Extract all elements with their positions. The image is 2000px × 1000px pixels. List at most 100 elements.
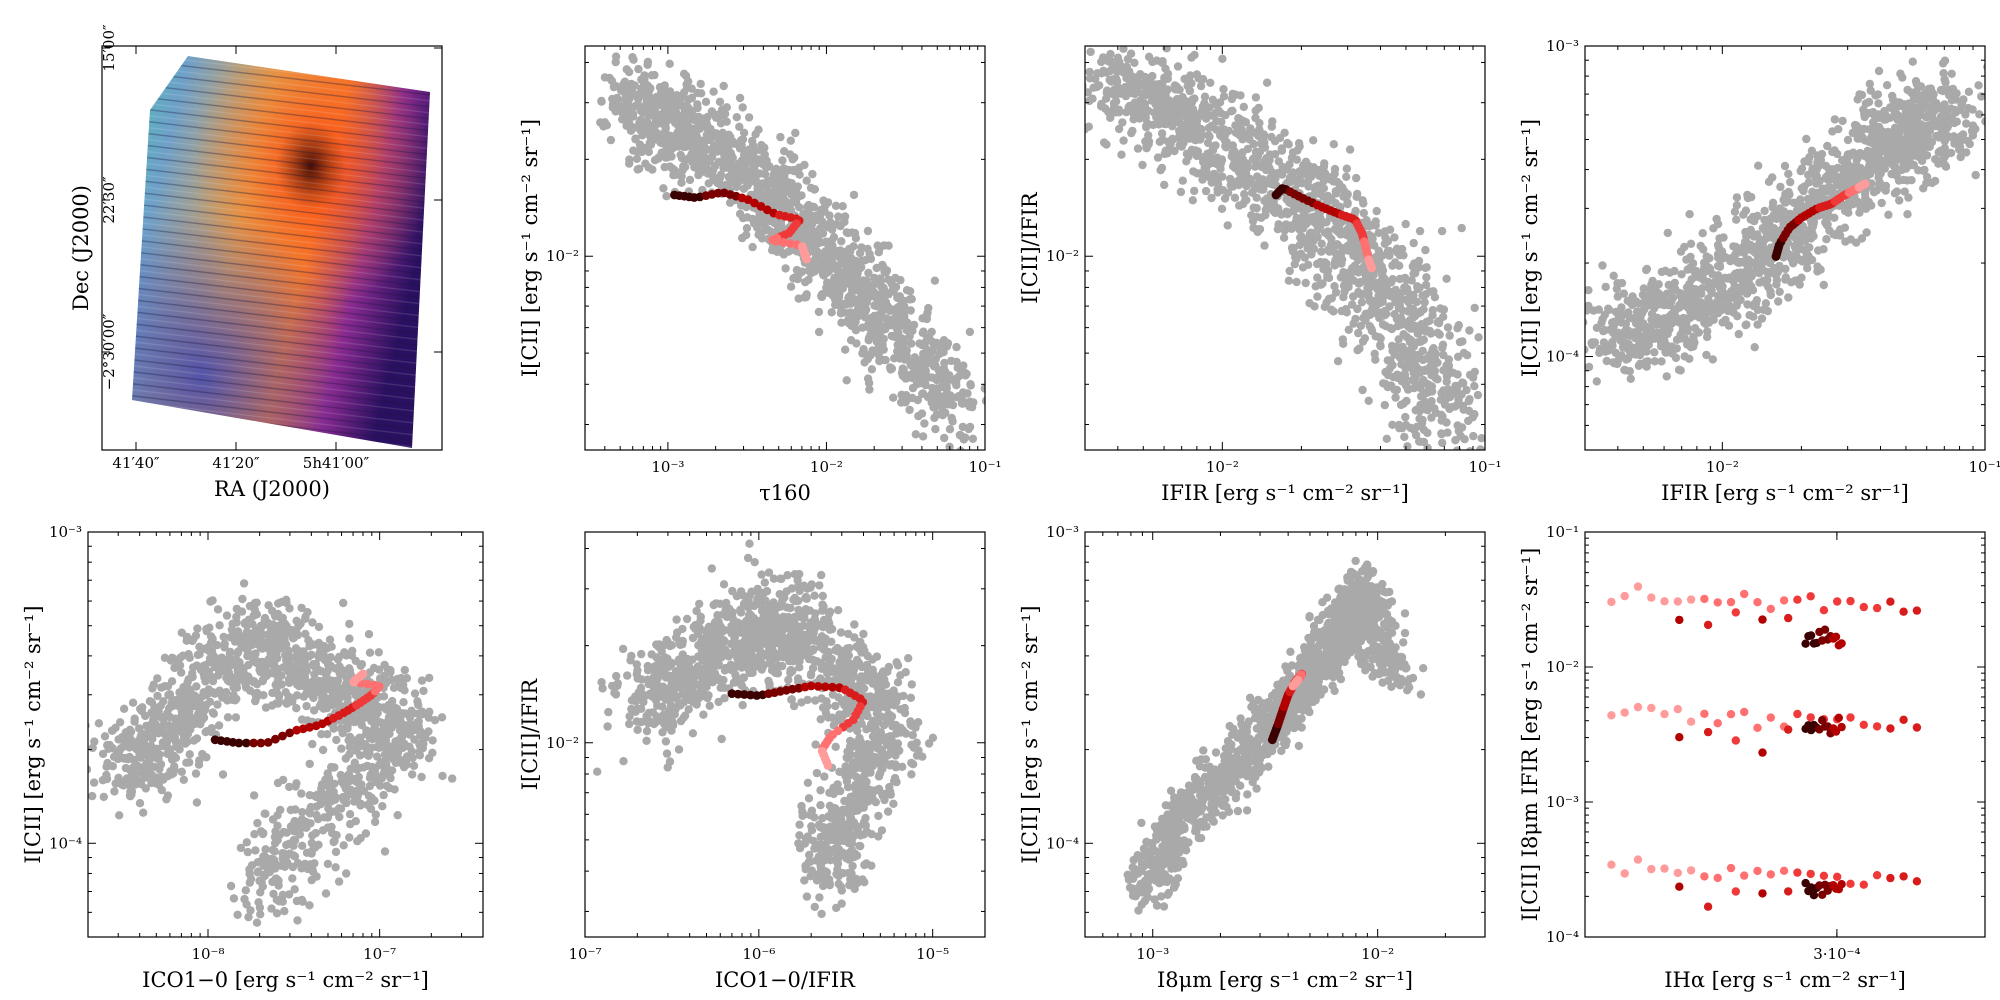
bg-point [1186, 103, 1196, 113]
bg-point [814, 327, 824, 337]
bg-point [1320, 228, 1330, 237]
x-tick-label: 10⁻³ [651, 458, 684, 476]
scan-stripe [132, 109, 430, 151]
bg-point [816, 226, 825, 235]
bg-point [837, 306, 846, 315]
bg-point [866, 351, 875, 360]
bg-point [1152, 56, 1161, 65]
axes-frame [584, 45, 986, 451]
bg-point [772, 164, 781, 173]
bg-point [1862, 228, 1871, 237]
bg-point [1363, 219, 1373, 228]
bg-point [1237, 171, 1247, 181]
bg-point [1419, 388, 1428, 398]
bg-point [1427, 464, 1435, 472]
bg-point [646, 140, 656, 149]
bg-point [1836, 225, 1845, 234]
bg-point [1251, 93, 1261, 102]
bg-point [1228, 162, 1238, 171]
scan-stripe [132, 277, 430, 319]
bg-point [701, 97, 711, 107]
bg-point [1119, 136, 1128, 145]
bg-point [1317, 247, 1326, 256]
bg-point [1768, 173, 1777, 182]
bg-point [795, 170, 804, 179]
bg-point [945, 425, 955, 434]
bg-point [809, 246, 818, 256]
bg-point [1303, 218, 1312, 227]
dec-tick-2: 22′30″ [100, 176, 118, 224]
bg-point [791, 128, 800, 138]
bg-point [1205, 155, 1214, 164]
bg-point [1849, 148, 1858, 157]
bg-point [1702, 332, 1712, 342]
bg-point [901, 374, 910, 383]
bg-point [1795, 280, 1804, 289]
bg-point [814, 307, 824, 317]
bg-point [1400, 371, 1410, 380]
bg-point [924, 392, 934, 401]
bg-point [1219, 125, 1229, 134]
bg-point [1470, 381, 1479, 391]
bg-point [1465, 395, 1474, 404]
bg-point [1313, 232, 1322, 242]
bg-point [1515, 406, 1523, 414]
bg-point [1801, 202, 1810, 211]
bg-point [1378, 275, 1387, 284]
bg-point [1800, 236, 1810, 246]
bg-point [1709, 224, 1718, 233]
bg-point [1413, 284, 1422, 294]
bg-point [1819, 280, 1829, 290]
bg-point [1857, 90, 1867, 100]
bg-point [735, 122, 744, 131]
bg-point [1379, 379, 1388, 388]
bg-point [1338, 335, 1348, 344]
bg-point [709, 87, 718, 96]
bg-point [736, 137, 745, 146]
bg-point [1749, 232, 1759, 241]
bg-point [1696, 241, 1705, 251]
dec-tick-3: −2°30′00″ [100, 313, 118, 390]
bg-point [942, 385, 951, 394]
bg-point [1391, 297, 1400, 307]
bg-point [1241, 195, 1250, 205]
bg-point [819, 196, 828, 205]
bg-point [1830, 115, 1840, 124]
bg-point [1585, 286, 1593, 295]
bg-point [1439, 350, 1448, 360]
bg-point [646, 129, 655, 138]
bg-point [1760, 215, 1769, 225]
scan-stripe [132, 343, 430, 385]
bg-point [1628, 314, 1637, 323]
bg-point [706, 134, 715, 143]
bg-point [1882, 146, 1892, 155]
scan-stripe [132, 247, 430, 289]
bg-point [1470, 303, 1479, 313]
bg-point [1868, 122, 1878, 132]
bg-point [1962, 148, 1971, 157]
bg-point [781, 197, 790, 206]
bg-point [899, 296, 908, 306]
bg-point [641, 81, 650, 90]
bg-point [1843, 153, 1852, 162]
bg-point [1313, 292, 1322, 301]
bg-point [1204, 131, 1213, 140]
bg-point [812, 240, 821, 249]
bg-point [1940, 75, 1949, 84]
bg-point [662, 192, 671, 201]
bg-point [746, 175, 756, 184]
bg-point [1829, 230, 1838, 239]
bg-point [1465, 326, 1474, 335]
bg-point [1911, 77, 1921, 86]
bg-point [1416, 337, 1425, 346]
bg-point [1438, 412, 1447, 421]
bg-point [1619, 289, 1629, 298]
bg-point [1922, 102, 1931, 111]
scan-stripe [132, 163, 430, 205]
bg-point [1365, 281, 1375, 290]
bg-point [887, 331, 896, 341]
bg-point [1309, 136, 1318, 145]
bg-point [1859, 105, 1868, 114]
bg-point [1951, 95, 1961, 104]
bg-point [1781, 273, 1791, 282]
